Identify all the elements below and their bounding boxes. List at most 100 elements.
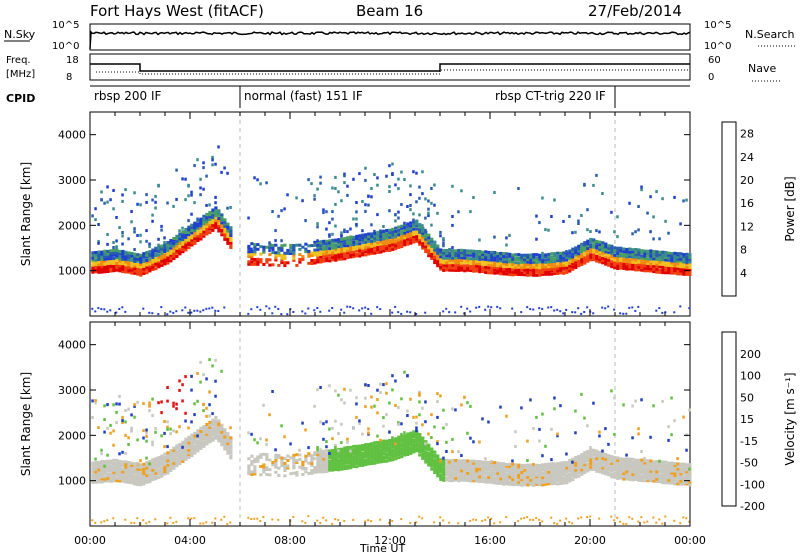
cell	[394, 454, 398, 458]
cell	[559, 268, 563, 272]
cell	[226, 171, 229, 175]
cell	[346, 238, 350, 242]
cell	[361, 461, 365, 464]
cell	[91, 473, 95, 477]
cell	[526, 478, 530, 481]
cell	[133, 260, 137, 263]
cell	[598, 468, 602, 472]
cell	[679, 462, 683, 466]
cell	[568, 476, 572, 480]
cell	[97, 258, 101, 261]
cell	[535, 463, 539, 467]
cell	[385, 236, 389, 240]
cell	[646, 459, 650, 463]
cell	[292, 311, 295, 313]
cell	[181, 455, 185, 459]
cell	[97, 270, 101, 274]
cell	[613, 260, 617, 264]
cell	[427, 211, 430, 215]
cell	[331, 454, 335, 458]
cell	[175, 454, 179, 458]
cell	[367, 450, 371, 454]
cell	[280, 259, 284, 262]
cell	[556, 522, 559, 525]
cell	[205, 425, 209, 429]
cell	[139, 466, 143, 470]
cell	[421, 229, 424, 233]
cell	[496, 461, 500, 465]
cell	[301, 421, 304, 425]
cell	[379, 460, 383, 464]
cell	[364, 235, 368, 239]
cell	[322, 247, 326, 251]
cell	[247, 252, 251, 256]
cell	[397, 422, 400, 426]
cell	[637, 305, 640, 308]
cell	[355, 244, 359, 248]
cell	[556, 264, 560, 268]
cell	[622, 254, 626, 258]
cell	[373, 246, 377, 250]
cell	[571, 469, 575, 473]
cell	[646, 474, 650, 478]
cell	[265, 305, 268, 308]
cell	[397, 456, 401, 460]
cell	[508, 482, 512, 486]
cell	[220, 216, 224, 220]
cell	[529, 470, 533, 474]
cell	[160, 263, 164, 267]
cell	[178, 239, 182, 243]
cell	[157, 465, 161, 469]
cell	[217, 209, 221, 213]
cell	[280, 461, 284, 465]
cell	[454, 311, 457, 314]
cell	[196, 399, 199, 403]
cell	[361, 459, 365, 463]
cell	[553, 464, 557, 468]
cell	[466, 476, 470, 480]
cell	[148, 409, 151, 413]
cell	[136, 257, 140, 261]
cell	[103, 259, 107, 263]
cell	[148, 401, 151, 405]
cell	[157, 258, 161, 262]
cell	[562, 464, 566, 467]
cell	[676, 254, 680, 258]
cell	[283, 435, 286, 439]
cell	[124, 433, 127, 437]
cell	[316, 463, 320, 466]
cell	[340, 250, 344, 254]
cell	[424, 242, 428, 246]
cell	[415, 200, 418, 204]
cell	[97, 463, 101, 467]
cell	[292, 471, 296, 475]
cell	[265, 466, 269, 470]
cell	[190, 223, 193, 227]
cell	[316, 388, 319, 392]
cell	[529, 258, 533, 262]
cell	[655, 250, 659, 254]
cell	[247, 472, 251, 476]
cell	[316, 453, 320, 457]
cell	[274, 459, 278, 462]
cell	[628, 457, 632, 461]
cell	[451, 246, 454, 250]
cell	[685, 473, 689, 477]
cell	[547, 462, 551, 466]
cell	[649, 249, 653, 253]
cell	[184, 248, 188, 252]
cell	[529, 270, 533, 274]
cell	[604, 307, 607, 310]
cell	[382, 245, 386, 248]
colorbar-label: Velocity [m s⁻¹]	[783, 372, 797, 465]
cell	[535, 253, 539, 257]
cell	[427, 448, 431, 452]
cell	[664, 271, 668, 275]
cell	[568, 266, 572, 270]
cell	[418, 438, 422, 442]
cell	[331, 246, 335, 250]
cell	[400, 434, 404, 438]
cell	[622, 469, 626, 473]
cell	[589, 462, 593, 466]
cell	[559, 261, 563, 265]
